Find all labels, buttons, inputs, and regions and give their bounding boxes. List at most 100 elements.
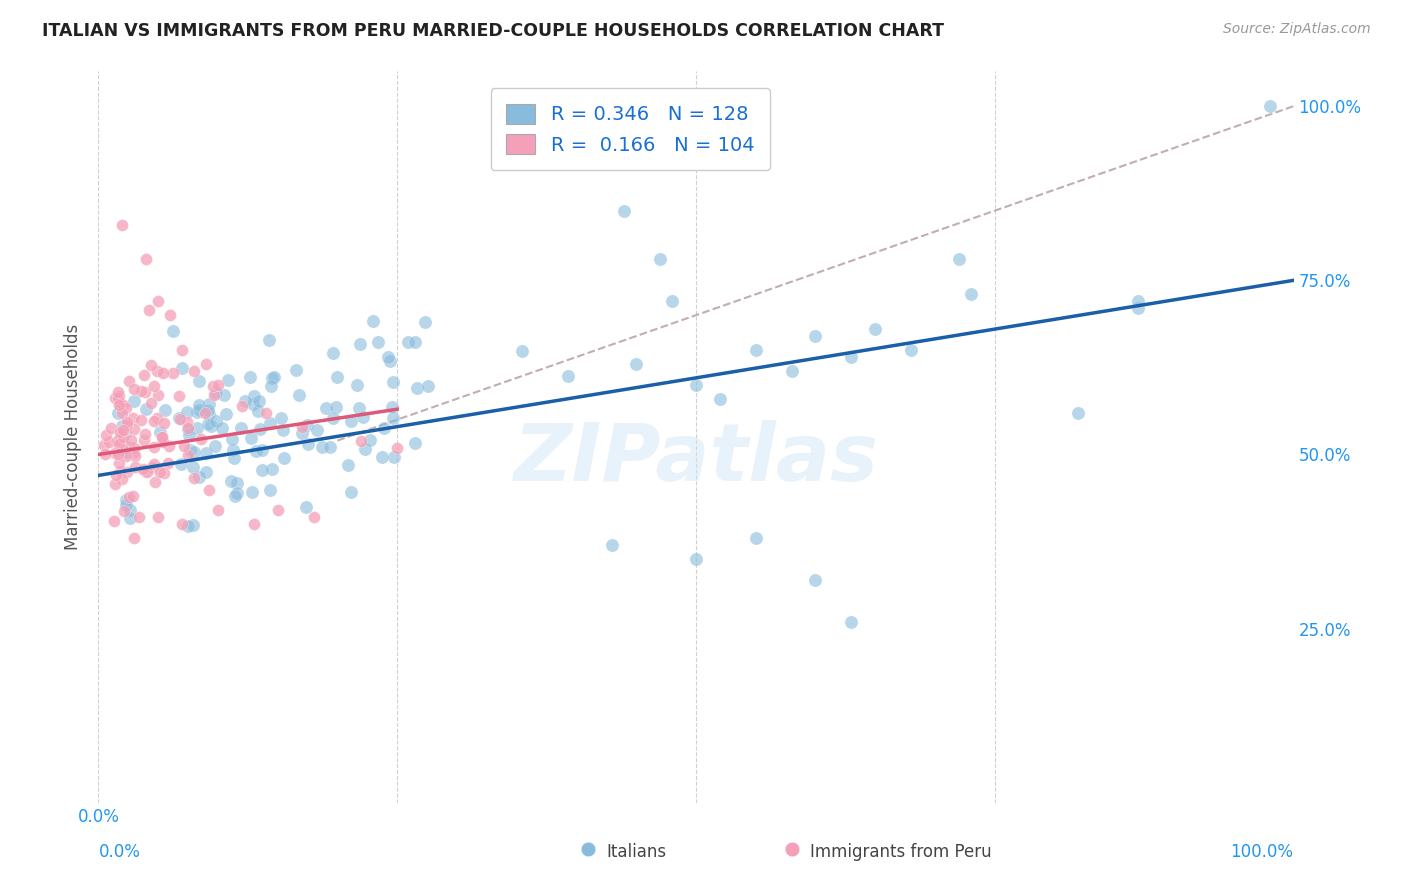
Point — [948, 252, 970, 267]
Text: ITALIAN VS IMMIGRANTS FROM PERU MARRIED-COUPLE HOUSEHOLDS CORRELATION CHART: ITALIAN VS IMMIGRANTS FROM PERU MARRIED-… — [42, 22, 945, 40]
Point — [254, 406, 277, 420]
Point — [134, 464, 156, 478]
Point — [169, 389, 191, 403]
Point — [367, 334, 389, 349]
Point — [200, 419, 222, 434]
Point — [260, 379, 283, 393]
Point — [110, 464, 132, 478]
Point — [780, 364, 803, 378]
Point — [186, 421, 208, 435]
Point — [183, 444, 205, 458]
Point — [141, 459, 163, 474]
Point — [110, 430, 132, 444]
Point — [120, 433, 142, 447]
Point — [197, 417, 219, 432]
Y-axis label: Married-couple Households: Married-couple Households — [63, 324, 82, 550]
Point — [172, 517, 194, 532]
Point — [115, 492, 138, 507]
Point — [373, 421, 395, 435]
Point — [104, 391, 127, 405]
Point — [187, 374, 209, 388]
Point — [177, 421, 200, 435]
Text: Italians: Italians — [606, 843, 666, 861]
Point — [181, 459, 204, 474]
Point — [291, 426, 314, 441]
Point — [103, 514, 125, 528]
Point — [194, 406, 217, 420]
Point — [259, 417, 281, 431]
Point — [148, 510, 170, 524]
Point — [841, 350, 863, 364]
Point — [100, 421, 122, 435]
Point — [170, 457, 193, 471]
Point — [197, 402, 219, 417]
Point — [243, 389, 266, 403]
Point — [197, 407, 219, 421]
Point — [142, 457, 165, 471]
Point — [122, 393, 145, 408]
Point — [114, 401, 136, 416]
Point — [219, 474, 242, 488]
Point — [108, 456, 131, 470]
Point — [354, 442, 377, 456]
Text: Immigrants from Peru: Immigrants from Peru — [810, 843, 991, 861]
Text: 0.0%: 0.0% — [98, 843, 141, 861]
Point — [661, 294, 683, 309]
Point — [1258, 99, 1281, 113]
Point — [115, 498, 138, 512]
Point — [202, 387, 225, 401]
Point — [115, 418, 138, 433]
Point — [108, 389, 131, 403]
Point — [297, 436, 319, 450]
Point — [177, 519, 200, 533]
Point — [190, 432, 212, 446]
Point — [307, 423, 329, 437]
Point — [152, 367, 174, 381]
Point — [114, 426, 136, 441]
Point — [188, 398, 211, 412]
Point — [271, 423, 294, 437]
Point — [385, 441, 409, 455]
Point — [172, 343, 194, 357]
Point — [111, 218, 134, 232]
Point — [135, 465, 157, 479]
Point — [134, 426, 156, 441]
Point — [804, 573, 827, 587]
Point — [150, 430, 173, 444]
Point — [211, 420, 233, 434]
Point — [107, 391, 129, 405]
Point — [183, 364, 205, 378]
Point — [142, 414, 165, 428]
Point — [319, 440, 342, 454]
Point — [111, 472, 134, 486]
Point — [129, 412, 152, 426]
Point — [315, 401, 337, 415]
Point — [149, 465, 172, 479]
Point — [804, 329, 827, 343]
Point — [217, 373, 239, 387]
Point — [111, 406, 134, 420]
Point — [134, 385, 156, 400]
Point — [115, 445, 138, 459]
Point — [150, 430, 173, 444]
Point — [112, 430, 135, 444]
Point — [122, 422, 145, 436]
Point — [122, 442, 145, 456]
Point — [132, 462, 155, 476]
Point — [108, 425, 131, 439]
Point — [381, 411, 404, 425]
Point — [135, 401, 157, 416]
Point — [404, 334, 426, 349]
Point — [146, 388, 169, 402]
Point — [204, 439, 226, 453]
Point — [139, 396, 162, 410]
Point — [146, 411, 169, 425]
Point — [107, 433, 129, 447]
Point — [270, 410, 292, 425]
Point — [336, 458, 359, 472]
Point — [267, 503, 290, 517]
Point — [246, 404, 269, 418]
Point — [626, 357, 648, 371]
Point — [188, 470, 211, 484]
Point — [841, 615, 863, 629]
